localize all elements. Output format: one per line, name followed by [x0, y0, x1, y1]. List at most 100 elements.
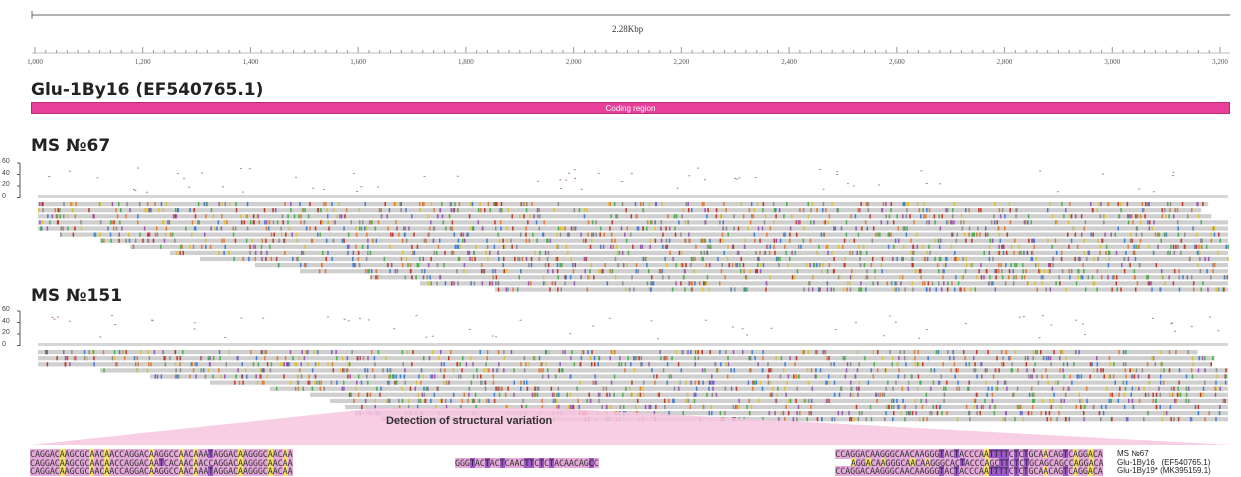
read-mismatch — [220, 374, 222, 379]
read-mismatch — [1069, 214, 1071, 219]
read-mismatch — [1049, 356, 1052, 361]
read-mismatch — [190, 362, 193, 367]
read-mismatch — [473, 398, 475, 403]
read-mismatch — [462, 238, 464, 243]
read-mismatch — [425, 386, 428, 391]
read-mismatch — [295, 362, 298, 367]
read-mismatch — [421, 269, 423, 274]
read-mismatch — [137, 362, 139, 367]
read-mismatch — [398, 404, 401, 410]
read-mismatch — [1108, 202, 1111, 207]
read-mismatch — [1146, 362, 1149, 367]
coverage-axis-label: 0 — [2, 340, 6, 348]
read-mismatch — [759, 250, 761, 255]
read-mismatch — [772, 386, 774, 391]
read-mismatch — [73, 226, 75, 231]
read-mismatch — [289, 380, 292, 385]
read-mismatch — [1173, 417, 1175, 422]
read-mismatch — [462, 356, 464, 361]
read-mismatch — [1128, 398, 1130, 403]
read-mismatch — [380, 208, 382, 213]
sample-alignment-ms151[interactable] — [0, 303, 1241, 423]
read-mismatch — [1178, 392, 1180, 397]
read-mismatch — [440, 362, 443, 367]
read-mismatch — [643, 380, 645, 385]
read-mismatch — [934, 256, 936, 262]
read-mismatch — [376, 386, 378, 391]
read-mismatch — [963, 220, 965, 225]
read-mismatch — [470, 356, 472, 361]
read-mismatch — [278, 238, 280, 243]
read-mismatch — [1050, 404, 1053, 410]
read-mismatch — [125, 350, 127, 355]
read-mismatch — [642, 386, 644, 391]
coding-region-feature[interactable]: Coding region — [31, 102, 1230, 114]
read-mismatch — [953, 287, 956, 292]
read-mismatch — [658, 392, 660, 397]
read-mismatch — [649, 244, 651, 249]
read-mismatch — [622, 281, 624, 286]
read-mismatch — [656, 374, 658, 379]
read-mismatch — [950, 220, 952, 225]
read-mismatch — [609, 404, 612, 410]
read-mismatch — [511, 214, 513, 219]
read-mismatch — [965, 404, 968, 410]
read-mismatch — [660, 220, 663, 225]
read-mismatch — [463, 392, 466, 397]
read-mismatch — [996, 220, 998, 225]
read-mismatch — [510, 238, 512, 243]
read-mismatch — [925, 214, 927, 219]
read-mismatch — [1099, 244, 1102, 249]
read-mismatch — [826, 287, 829, 292]
read-mismatch — [497, 350, 500, 355]
read-mismatch — [362, 356, 365, 361]
read-mismatch — [86, 356, 89, 361]
coverage-dot — [1172, 171, 1175, 173]
read-mismatch — [633, 356, 635, 361]
read-mismatch — [808, 411, 811, 416]
read-mismatch — [738, 404, 740, 410]
read-mismatch — [547, 374, 550, 379]
read-mismatch — [690, 256, 693, 262]
read-mismatch — [176, 374, 178, 379]
read-mismatch — [125, 214, 127, 219]
ruler-tick-label: 1,800 — [458, 58, 474, 66]
read-mismatch — [512, 226, 514, 231]
read-mismatch — [833, 256, 835, 262]
read-mismatch — [394, 380, 396, 385]
read-mismatch — [468, 214, 471, 219]
read-mismatch — [469, 202, 472, 207]
read-mismatch — [1058, 411, 1060, 416]
read-mismatch — [468, 250, 471, 255]
read-mismatch — [685, 263, 687, 268]
read-mismatch — [704, 208, 706, 213]
read-mismatch — [918, 269, 921, 274]
read-mismatch — [992, 281, 994, 286]
read-mismatch — [915, 411, 917, 416]
read-mismatch — [253, 220, 255, 225]
read-mismatch — [556, 232, 558, 237]
read-mismatch — [113, 350, 116, 355]
read-mismatch — [1129, 214, 1131, 219]
read-mismatch — [706, 250, 708, 255]
read-mismatch — [820, 269, 823, 274]
read-mismatch — [833, 417, 836, 422]
read-mismatch — [968, 362, 971, 367]
coverage-axis-label: 0 — [2, 192, 6, 200]
read-mismatch — [666, 362, 669, 367]
sample-alignment-ms67[interactable] — [0, 155, 1241, 295]
read-mismatch — [1160, 362, 1162, 367]
read-mismatch — [1102, 368, 1104, 373]
read-mismatch — [753, 232, 756, 237]
read-mismatch — [731, 417, 734, 422]
read-mismatch — [673, 386, 676, 391]
read-mismatch — [1090, 232, 1092, 237]
read-mismatch — [403, 232, 406, 237]
read-mismatch — [775, 256, 778, 262]
read-mismatch — [856, 368, 859, 373]
read-mismatch — [261, 256, 263, 262]
read-mismatch — [492, 275, 494, 280]
read-mismatch — [819, 263, 821, 268]
read-mismatch — [287, 214, 289, 219]
read-mismatch — [753, 208, 756, 213]
